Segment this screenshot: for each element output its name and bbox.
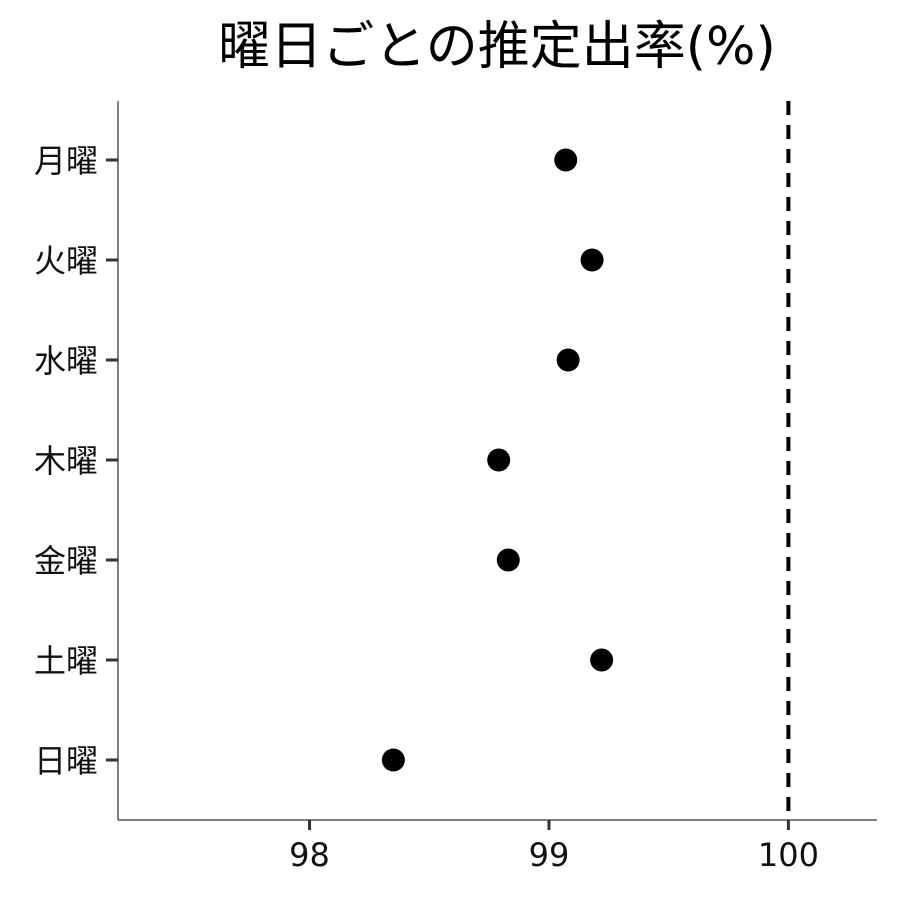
data-point	[554, 148, 578, 172]
chart-title: 曜日ごとの推定出率(%)	[218, 17, 775, 77]
x-tick-label: 98	[289, 836, 330, 874]
data-point	[381, 748, 405, 772]
y-tick-label: 火曜	[34, 242, 98, 280]
data-points	[381, 148, 614, 772]
x-tick-label: 100	[758, 836, 819, 874]
x-axis-ticks: 98 99 100	[289, 820, 819, 874]
y-tick-label: 日曜	[34, 742, 98, 780]
y-tick-label: 木曜	[34, 442, 98, 480]
y-tick-label: 水曜	[34, 342, 98, 380]
data-point	[590, 648, 614, 672]
y-tick-label: 金曜	[34, 542, 98, 580]
data-point	[496, 548, 520, 572]
y-tick-label: 月曜	[34, 142, 98, 180]
data-point	[580, 248, 604, 272]
y-tick-label: 土曜	[34, 642, 98, 680]
x-tick-label: 99	[529, 836, 570, 874]
data-point	[556, 348, 580, 372]
data-point	[487, 448, 511, 472]
